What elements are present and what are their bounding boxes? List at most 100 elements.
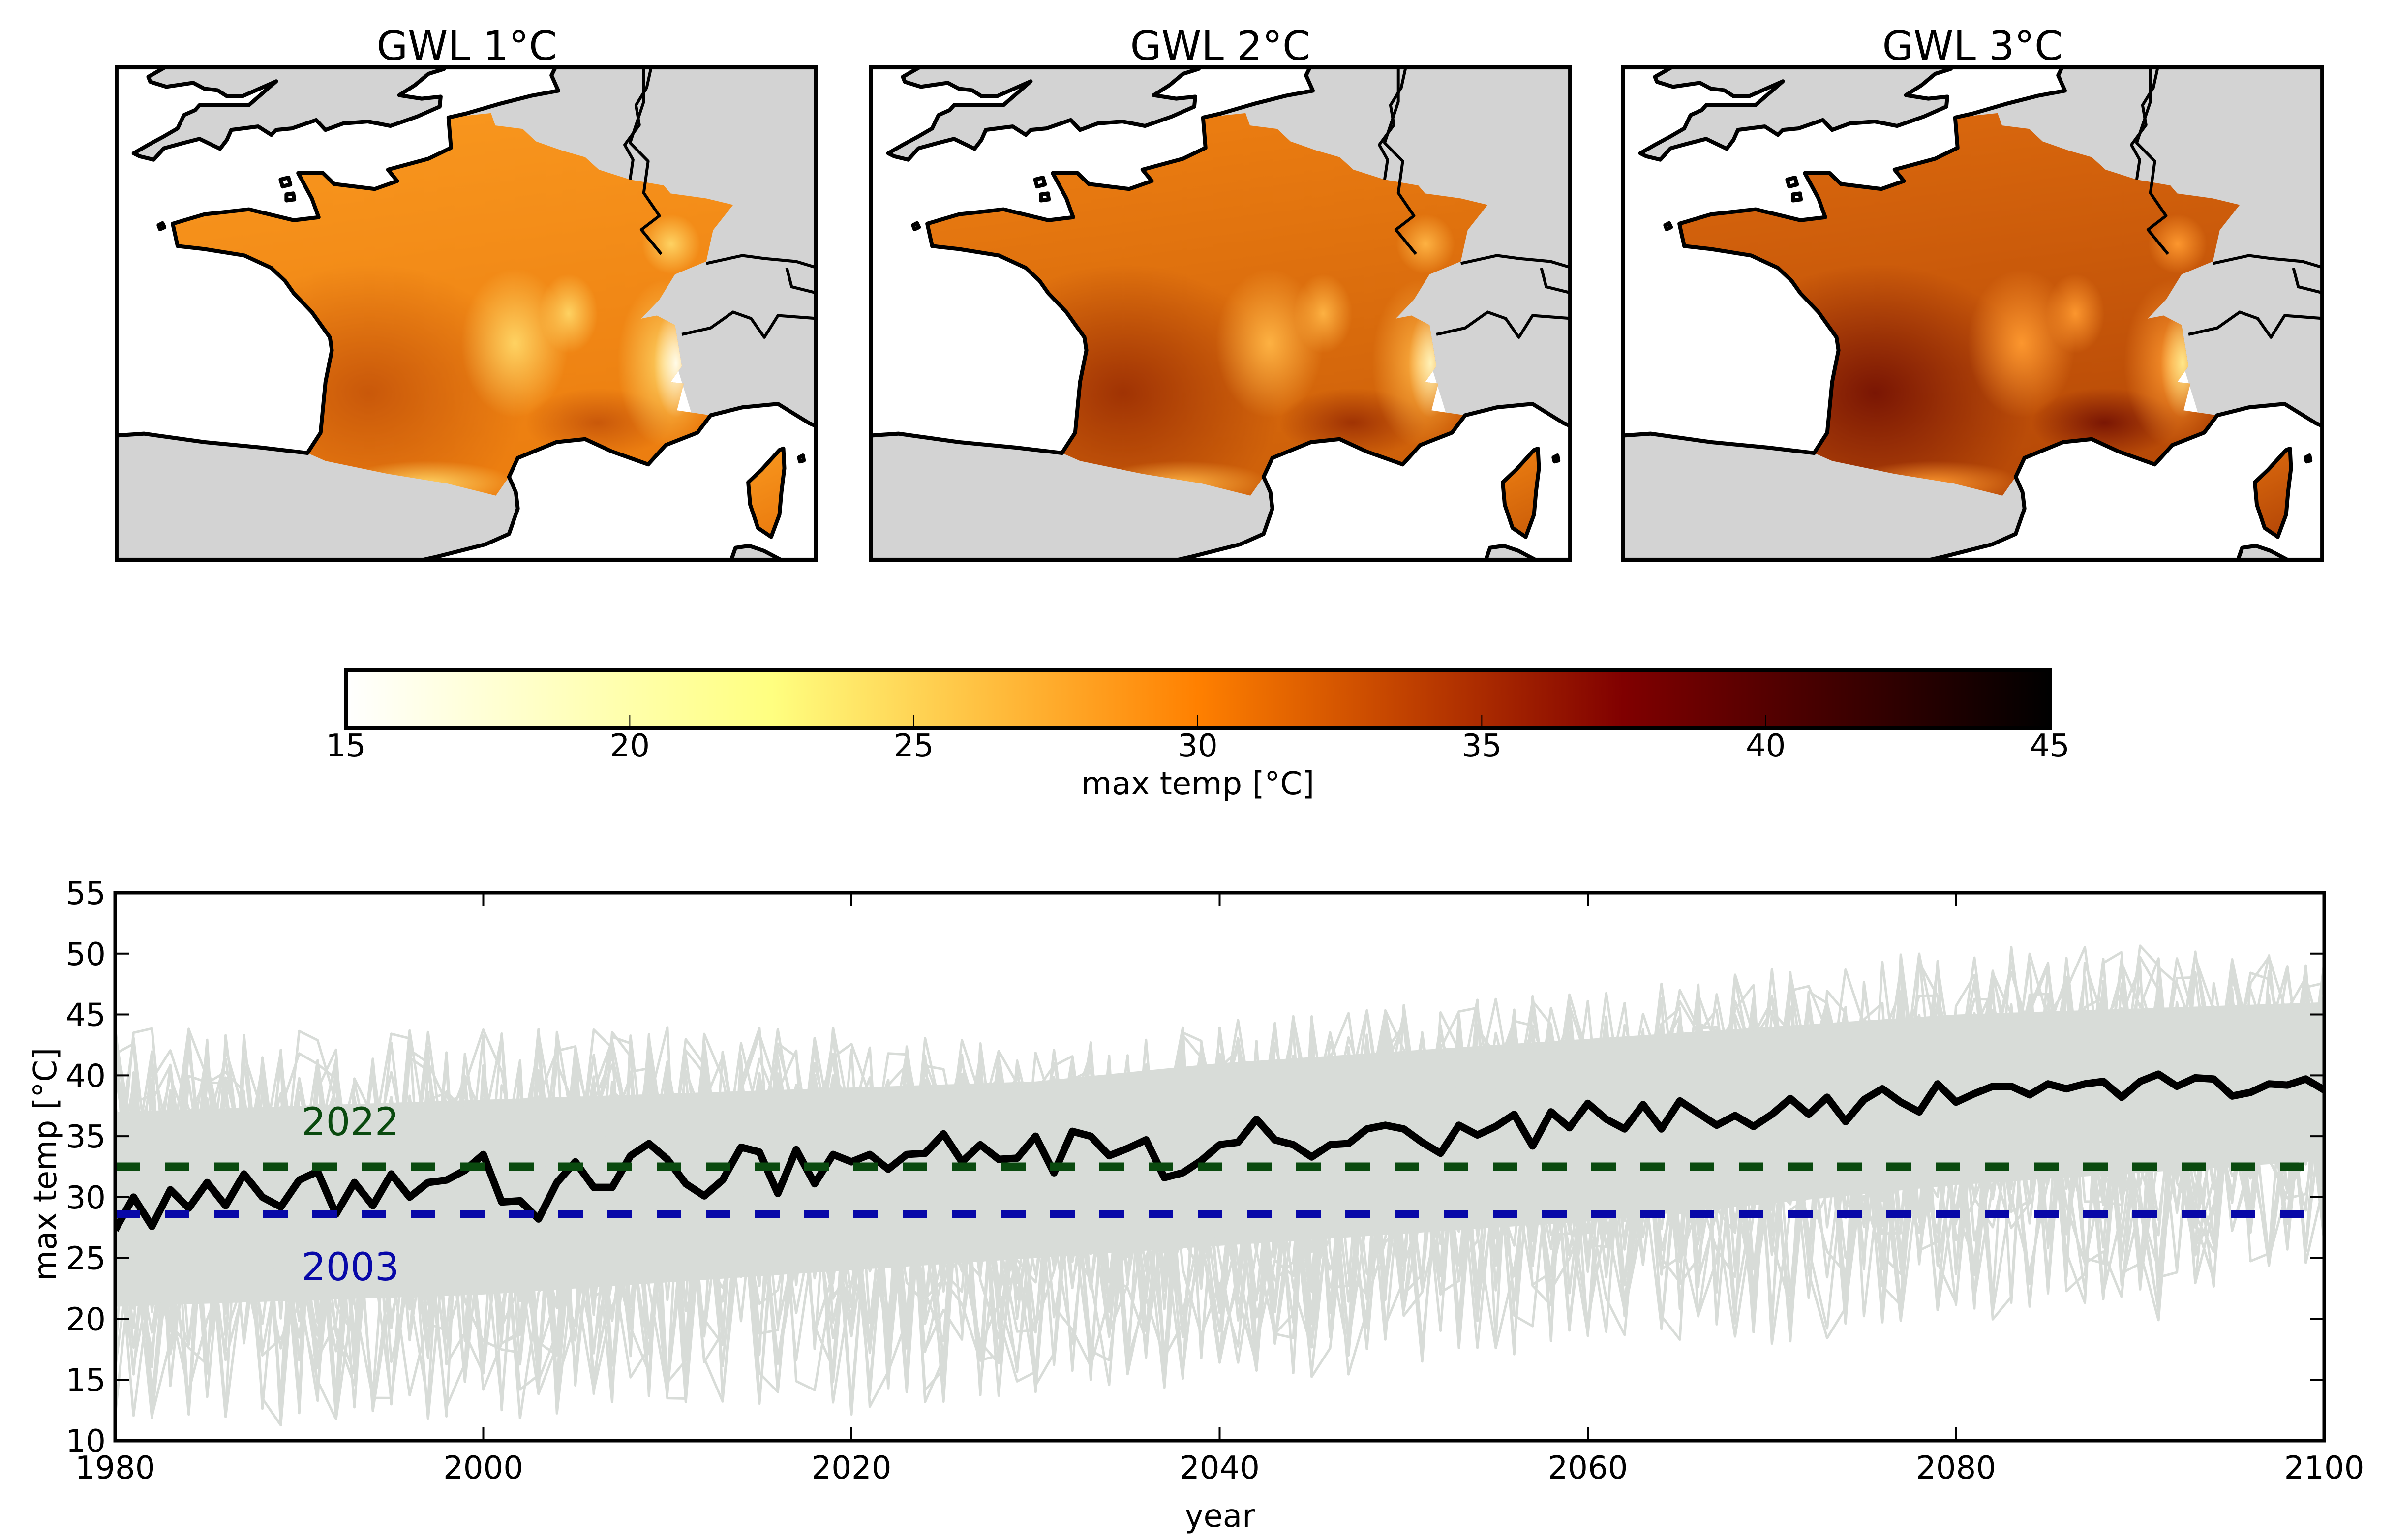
y-tick-label: 10 — [66, 1423, 106, 1460]
country-border — [2213, 254, 2324, 270]
coastline — [507, 402, 818, 479]
map-panel-gwl1 — [115, 65, 818, 562]
time-series-chart: 2022 2003 1980 2000 2020 2040 2060 2080 2100 1… — [28, 876, 2364, 1535]
coastline — [1785, 175, 1799, 189]
land-spain — [115, 433, 518, 562]
country-border — [2188, 310, 2324, 339]
ensemble-mean-layer — [115, 1070, 2324, 1232]
y-tick-label: 25 — [66, 1241, 106, 1277]
ensemble-member-line — [115, 950, 2324, 1399]
coastline — [1551, 453, 1561, 464]
coastline — [115, 431, 309, 455]
x-tick-label: 2020 — [812, 1450, 892, 1486]
country-border — [623, 65, 653, 180]
coastline — [1621, 431, 1816, 455]
colorbar: 15 20 25 30 35 40 45 max temp [°C] — [326, 668, 2070, 802]
corsica-temperature-field — [2255, 448, 2291, 537]
colorbar-tick-label: 20 — [610, 728, 650, 764]
panel-title-gwl1: GWL 1°C — [377, 23, 557, 70]
temperature-patch — [2148, 214, 2207, 274]
y-tick-label: 20 — [66, 1301, 106, 1338]
coastline — [1033, 175, 1047, 189]
colorbar-tick-label: 15 — [326, 728, 365, 764]
temperature-patch — [1294, 273, 1353, 354]
country-border — [1540, 267, 1572, 295]
reference-label-2003: 2003 — [302, 1245, 399, 1290]
temperature-patch — [2046, 273, 2105, 354]
y-tick-label: 55 — [66, 876, 106, 912]
country-border — [2130, 65, 2160, 180]
coastline — [1261, 402, 1572, 479]
country-border — [2292, 267, 2324, 295]
y-tick-label: 45 — [66, 997, 106, 1034]
map-panels — [115, 65, 2324, 562]
country-border — [785, 267, 818, 295]
land-spain — [1621, 433, 2025, 562]
map-frame — [1621, 65, 2324, 562]
temperature-patch — [539, 273, 598, 354]
coastline — [2013, 402, 2324, 479]
map-frame — [869, 65, 1572, 562]
y-tick-label: 35 — [66, 1119, 106, 1155]
x-tick-label: 2080 — [1916, 1450, 1996, 1486]
ensemble-mean-line — [115, 1070, 2324, 1232]
ensemble-member-line — [115, 973, 2324, 1402]
ensemble-member-line — [115, 958, 2324, 1403]
map-frame — [115, 65, 818, 562]
map-panel-gwl3 — [1621, 65, 2324, 562]
coastline — [2304, 453, 2313, 464]
x-tick-label: 2100 — [2284, 1450, 2365, 1486]
land-spain — [869, 433, 1273, 562]
ensemble-member-line — [115, 962, 2324, 1416]
coastline — [1501, 446, 1541, 539]
country-border — [1460, 254, 1572, 270]
panel-title-gwl2: GWL 2°C — [1130, 23, 1311, 70]
coastline — [131, 65, 449, 162]
colorbar-tick-label: 45 — [2030, 728, 2069, 764]
coastline — [869, 431, 1064, 455]
reference-lines — [116, 1162, 2322, 1219]
ensemble-member-line — [115, 1002, 2324, 1397]
coastline — [746, 446, 787, 539]
coastline — [1677, 65, 2067, 455]
temperature-patch — [1396, 214, 1455, 274]
coastline — [278, 175, 293, 189]
coastline — [1919, 475, 2027, 562]
country-border — [1378, 65, 1408, 180]
x-tick-label: 2000 — [443, 1450, 523, 1486]
coastline — [1483, 544, 1541, 562]
corsica-temperature-field — [1503, 448, 1539, 537]
coastline — [1663, 221, 1673, 232]
y-axis-label: max temp [°C] — [28, 1048, 64, 1281]
coastline — [911, 221, 921, 232]
ensemble-member-line — [115, 961, 2324, 1416]
temperature-patch — [641, 214, 700, 274]
colorbar-tick-label: 40 — [1746, 728, 1786, 764]
coastline — [797, 453, 806, 464]
x-axis-ticks: 1980 2000 2020 2040 2060 2080 2100 — [75, 893, 2365, 1486]
coastline — [2235, 544, 2293, 562]
y-tick-label: 40 — [66, 1058, 106, 1094]
ensemble-members — [115, 944, 2324, 1427]
colorbar-tick-label: 30 — [1178, 728, 1217, 764]
country-border — [706, 254, 818, 270]
coastline — [1638, 65, 1955, 162]
colorbar-tick-label: 25 — [894, 728, 934, 764]
ensemble-member-line — [115, 989, 2324, 1409]
coastline — [886, 65, 1203, 162]
coastline — [171, 65, 561, 455]
corsica-temperature-field — [748, 448, 785, 537]
coastline — [413, 475, 520, 562]
reference-label-2022: 2022 — [302, 1100, 399, 1145]
y-tick-label: 30 — [66, 1180, 106, 1216]
x-tick-label: 2060 — [1548, 1450, 1628, 1486]
y-tick-label: 15 — [66, 1362, 106, 1399]
country-border — [1383, 65, 1417, 255]
country-border — [681, 310, 818, 339]
coastline — [284, 191, 297, 203]
coastline — [1791, 191, 1803, 203]
colorbar-ticks: 15 20 25 30 35 40 45 — [326, 715, 2070, 764]
colorbar-label: max temp [°C] — [1081, 766, 1314, 802]
country-border — [2135, 65, 2169, 255]
